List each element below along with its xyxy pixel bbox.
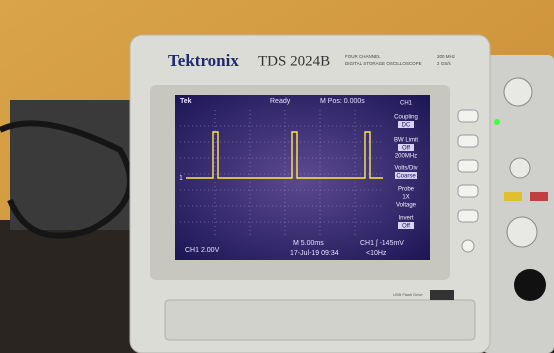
lower-panel: [165, 300, 475, 340]
screen-logo: Tek: [180, 98, 192, 105]
menu-button[interactable]: [458, 135, 478, 147]
frequency: <10Hz: [366, 250, 387, 257]
trigger: CH1 ʃ -145mV: [360, 240, 404, 247]
menu-value: Off: [402, 146, 410, 152]
menu-value: 1X: [402, 195, 409, 201]
knob[interactable]: [504, 78, 532, 106]
menu-button[interactable]: [462, 240, 474, 252]
menu-value: Coarse: [396, 174, 416, 180]
menu-value: Off: [402, 224, 410, 230]
brand: Tektronix: [168, 51, 239, 70]
photo: Tektronix TDS 2024B FOUR CHANNEL DIGITAL…: [0, 0, 554, 353]
menu-label: Probe: [398, 187, 415, 193]
model-desc: FOUR CHANNEL: [345, 54, 381, 59]
model: TDS 2024B: [258, 53, 330, 69]
menu-button[interactable]: [458, 185, 478, 197]
menu-button[interactable]: [458, 210, 478, 222]
usb-label: USB Flash Drive: [393, 292, 423, 297]
menu-title: CH1: [400, 101, 413, 107]
datetime: 17-Jul-19 09:34: [290, 250, 339, 257]
timebase: M 5.00ms: [293, 240, 324, 247]
knob[interactable]: [510, 158, 530, 178]
button[interactable]: [504, 192, 522, 201]
led: [494, 119, 500, 125]
menu-label: Volts/Div: [394, 166, 417, 172]
position: M Pos: 0.000s: [320, 98, 365, 105]
menu-label: BW Limit: [394, 138, 418, 144]
button[interactable]: [530, 192, 548, 201]
page: Tektronix TDS 2024B FOUR CHANNEL DIGITAL…: [0, 0, 554, 353]
menu-button[interactable]: [458, 110, 478, 122]
channel-marker: 1: [179, 175, 183, 182]
model-desc: DIGITAL STORAGE OSCILLOSCOPE: [345, 61, 422, 66]
menu-note: 200MHz: [395, 154, 417, 160]
menu-label: Invert: [398, 216, 413, 222]
menu-note: Voltage: [396, 203, 417, 209]
menu-button[interactable]: [458, 160, 478, 172]
spec: 200 MHz: [437, 54, 456, 59]
connector: [514, 269, 546, 301]
spec: 2 GS/s: [437, 61, 452, 66]
status: Ready: [270, 98, 291, 105]
usb-port[interactable]: [430, 290, 454, 300]
scale: CH1 2.00V: [185, 247, 220, 254]
menu-label: Coupling: [394, 115, 418, 121]
knob[interactable]: [507, 217, 537, 247]
menu-value: DC: [402, 123, 411, 129]
